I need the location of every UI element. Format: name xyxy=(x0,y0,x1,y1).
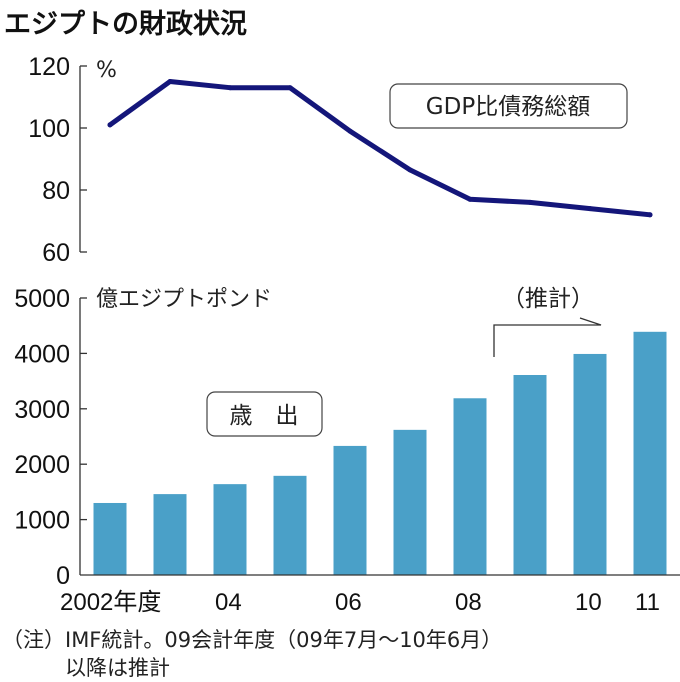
line-point xyxy=(167,79,173,84)
bars xyxy=(93,331,667,575)
line-point xyxy=(347,128,353,134)
line-y-tick-label: 120 xyxy=(28,53,70,81)
estimate-bracket-arrow xyxy=(493,317,602,357)
bar xyxy=(453,398,487,575)
footnote-line-1: （注）IMF統計。09会計年度（09年7月～10年6月） xyxy=(2,628,503,652)
bar-legend-frame xyxy=(206,391,323,437)
line-legend-frame xyxy=(389,83,628,129)
line-point xyxy=(107,122,113,128)
bar xyxy=(153,494,187,575)
estimate-annotation: （推計） xyxy=(493,286,602,357)
chart-title: エジプトの財政状況 xyxy=(4,9,247,40)
bar xyxy=(633,331,667,575)
bar-y-tick-label: 1000 xyxy=(14,507,70,535)
bar-x-tick-label: 08 xyxy=(455,589,482,616)
bar xyxy=(333,445,367,575)
bar xyxy=(213,484,247,575)
bar-chart-x-ticks: 2002年度 04 06 08 10 11 xyxy=(60,589,660,616)
bar-y-tick-label: 4000 xyxy=(14,340,70,368)
line-point xyxy=(647,212,653,218)
line-point xyxy=(407,167,413,173)
bar xyxy=(573,353,607,575)
bar-chart: 5000 4000 3000 2000 1000 0 2002年度 04 06 08 10 11 億… xyxy=(14,285,680,616)
bar-legend-box: 歳 出 xyxy=(206,391,323,437)
bar xyxy=(273,475,307,575)
bar xyxy=(393,429,427,575)
line-points xyxy=(107,79,653,218)
line-legend-box: GDP比債務総額 xyxy=(389,83,628,129)
line-point xyxy=(527,199,533,205)
bar-x-tick-label: 10 xyxy=(575,589,602,616)
bar-y-tick-label: 2000 xyxy=(14,451,70,479)
bar-x-tick-label: 11 xyxy=(635,589,660,616)
line-y-tick-label: 100 xyxy=(28,115,70,143)
bar-chart-unit-label: 億エジプトポンド xyxy=(96,287,272,312)
footnote-line-2: 以降は推計 xyxy=(2,656,170,680)
line-y-tick-label: 60 xyxy=(42,239,70,267)
line-y-tick-label: 80 xyxy=(42,177,70,205)
line-point xyxy=(227,85,233,91)
bar-y-tick-label: 0 xyxy=(56,562,70,590)
bar xyxy=(513,375,547,575)
line-chart-y-ticks: 120 100 80 60 xyxy=(28,53,87,267)
bar-chart-y-ticks: 5000 4000 3000 2000 1000 0 xyxy=(14,285,87,590)
line-chart-unit-label: % xyxy=(96,58,117,83)
line-legend-label: GDP比債務総額 xyxy=(426,94,590,120)
debt-to-gdp-line xyxy=(107,79,653,218)
line-point xyxy=(587,206,593,212)
line-point xyxy=(467,196,473,202)
bar-x-tick-label: 06 xyxy=(335,589,362,616)
line-point xyxy=(287,85,293,91)
line-chart: 120 100 80 60 % GDP比債務総額 xyxy=(28,53,653,267)
bar-legend-label: 歳 出 xyxy=(230,403,299,429)
bar-x-tick-label: 2002年度 xyxy=(60,589,161,616)
estimate-label: （推計） xyxy=(502,286,594,312)
bar xyxy=(93,502,127,575)
bar-y-tick-label: 5000 xyxy=(14,285,70,313)
bar-x-tick-label: 04 xyxy=(215,589,242,616)
bar-y-tick-label: 3000 xyxy=(14,396,70,424)
